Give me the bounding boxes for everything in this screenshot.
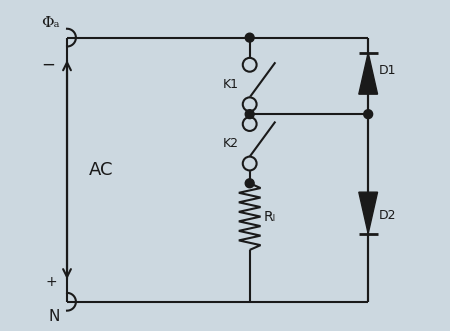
Text: AC: AC [89, 161, 114, 179]
Text: +: + [45, 275, 57, 289]
Text: Φₐ: Φₐ [41, 16, 59, 30]
Circle shape [243, 58, 256, 72]
Text: −: − [41, 56, 54, 74]
Circle shape [245, 179, 254, 188]
Circle shape [245, 33, 254, 42]
Text: D1: D1 [379, 65, 396, 77]
Text: N: N [48, 309, 59, 324]
Polygon shape [359, 53, 378, 94]
Circle shape [243, 117, 256, 131]
Circle shape [364, 110, 373, 118]
Text: Rₗ: Rₗ [264, 210, 275, 224]
Polygon shape [359, 192, 378, 234]
Text: D2: D2 [379, 209, 396, 222]
Text: K2: K2 [223, 137, 239, 150]
Circle shape [243, 157, 256, 170]
Circle shape [245, 110, 254, 118]
Text: K1: K1 [223, 78, 239, 91]
Circle shape [243, 97, 256, 111]
